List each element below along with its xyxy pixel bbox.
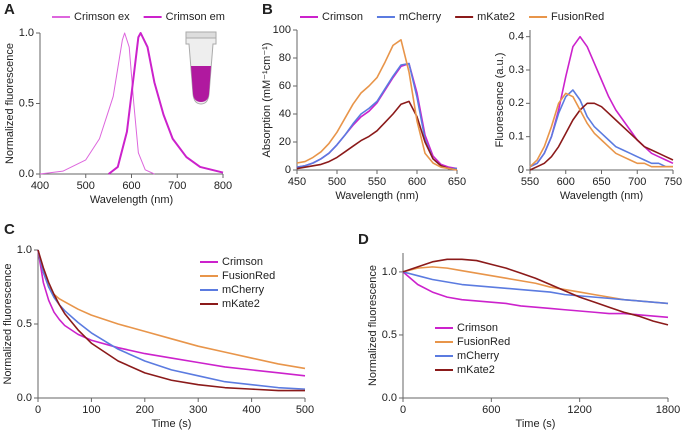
series-line bbox=[402, 271, 669, 305]
x-tick-label: 650 bbox=[448, 176, 466, 188]
series-line bbox=[402, 258, 669, 326]
series-line bbox=[296, 39, 458, 171]
y-axis-label: Absorption (mM⁻¹cm⁻¹) bbox=[261, 43, 273, 158]
series-line bbox=[39, 32, 155, 175]
y-tick-label: 0.0 bbox=[19, 168, 34, 180]
series-line bbox=[37, 249, 306, 377]
x-tick-label: 750 bbox=[664, 176, 682, 188]
legend-label: mCherry bbox=[222, 284, 265, 296]
y-tick-label: 40 bbox=[279, 108, 291, 120]
x-tick-label: 600 bbox=[122, 180, 140, 192]
y-axis-label: Normalized fluorescence bbox=[367, 265, 379, 386]
x-tick-label: 800 bbox=[214, 180, 232, 192]
panel-letter: D bbox=[358, 231, 369, 248]
x-tick-label: 0 bbox=[400, 404, 406, 416]
x-tick-label: 100 bbox=[82, 404, 100, 416]
panel-letter: A bbox=[4, 1, 15, 18]
legend-label: Crimson bbox=[457, 322, 498, 334]
y-axis-label: Fluorescence (a.u.) bbox=[494, 53, 506, 148]
y-tick-label: 0 bbox=[285, 164, 291, 176]
legend-label: Crimson ex bbox=[74, 11, 130, 23]
series-line bbox=[37, 249, 305, 392]
y-tick-label: 20 bbox=[279, 136, 291, 148]
x-tick-label: 1200 bbox=[567, 404, 591, 416]
y-tick-label: 0.5 bbox=[19, 97, 34, 109]
x-axis-label: Wavelength (nm) bbox=[335, 190, 418, 202]
legend-label: Crimson bbox=[322, 11, 363, 23]
legend-label: Crimson em bbox=[166, 11, 225, 23]
y-tick-label: 0.3 bbox=[509, 64, 524, 76]
y-tick-label: 80 bbox=[279, 52, 291, 64]
legend-label: Crimson bbox=[222, 256, 263, 268]
x-axis-label: Time (s) bbox=[516, 418, 556, 430]
y-tick-label: 1.0 bbox=[19, 27, 34, 39]
panel-letter: B bbox=[262, 1, 273, 18]
y-tick-label: 0 bbox=[518, 164, 524, 176]
series-line bbox=[296, 100, 458, 171]
panel-letter: C bbox=[4, 221, 15, 238]
y-tick-label: 0.2 bbox=[509, 97, 524, 109]
x-axis-label: Time (s) bbox=[152, 418, 192, 430]
legend-label: mCherry bbox=[457, 350, 500, 362]
series-line bbox=[529, 102, 674, 171]
x-tick-label: 300 bbox=[189, 404, 207, 416]
x-tick-label: 500 bbox=[77, 180, 95, 192]
x-tick-label: 500 bbox=[328, 176, 346, 188]
y-axis-label: Normalized fluorescence bbox=[4, 43, 16, 164]
x-tick-label: 400 bbox=[31, 180, 49, 192]
x-axis-label: Wavelength (nm) bbox=[560, 190, 643, 202]
legend-label: FusionRed bbox=[551, 11, 604, 23]
y-tick-label: 0.5 bbox=[382, 329, 397, 341]
x-tick-label: 600 bbox=[482, 404, 500, 416]
legend-label: mKate2 bbox=[222, 298, 260, 310]
x-tick-label: 700 bbox=[168, 180, 186, 192]
legend-label: mKate2 bbox=[457, 364, 495, 376]
y-tick-label: 0.0 bbox=[382, 392, 397, 404]
x-axis-label: Wavelength (nm) bbox=[90, 194, 173, 206]
legend-label: mCherry bbox=[399, 11, 442, 23]
y-tick-label: 1.0 bbox=[382, 266, 397, 278]
x-tick-label: 600 bbox=[557, 176, 575, 188]
y-axis-label: Normalized fluorescence bbox=[2, 263, 14, 384]
x-tick-label: 0 bbox=[35, 404, 41, 416]
series-line bbox=[37, 249, 306, 390]
series-line bbox=[37, 249, 306, 370]
y-tick-label: 0.5 bbox=[17, 318, 32, 330]
legend-label: FusionRed bbox=[222, 270, 275, 282]
series-line bbox=[529, 89, 673, 168]
y-tick-label: 0.1 bbox=[509, 131, 524, 143]
y-tick-label: 0.0 bbox=[17, 392, 32, 404]
x-tick-label: 550 bbox=[368, 176, 386, 188]
x-tick-label: 1800 bbox=[656, 404, 680, 416]
series-line bbox=[108, 32, 224, 175]
x-tick-label: 450 bbox=[288, 176, 306, 188]
y-tick-label: 60 bbox=[279, 80, 291, 92]
legend-label: FusionRed bbox=[457, 336, 510, 348]
legend-label: mKate2 bbox=[477, 11, 515, 23]
series-line bbox=[529, 92, 673, 168]
x-tick-label: 500 bbox=[296, 404, 314, 416]
y-tick-label: 0.4 bbox=[509, 31, 524, 43]
series-line bbox=[296, 62, 458, 170]
y-tick-label: 1.0 bbox=[17, 244, 32, 256]
x-tick-label: 600 bbox=[408, 176, 426, 188]
x-tick-label: 400 bbox=[242, 404, 260, 416]
series-line bbox=[402, 271, 669, 319]
series-line bbox=[296, 62, 457, 170]
x-tick-label: 550 bbox=[521, 176, 539, 188]
series-line bbox=[402, 266, 669, 305]
tube-icon bbox=[185, 31, 217, 105]
series-line bbox=[529, 35, 674, 168]
y-tick-label: 100 bbox=[273, 24, 291, 36]
x-tick-label: 650 bbox=[592, 176, 610, 188]
x-tick-label: 700 bbox=[628, 176, 646, 188]
x-tick-label: 200 bbox=[136, 404, 154, 416]
